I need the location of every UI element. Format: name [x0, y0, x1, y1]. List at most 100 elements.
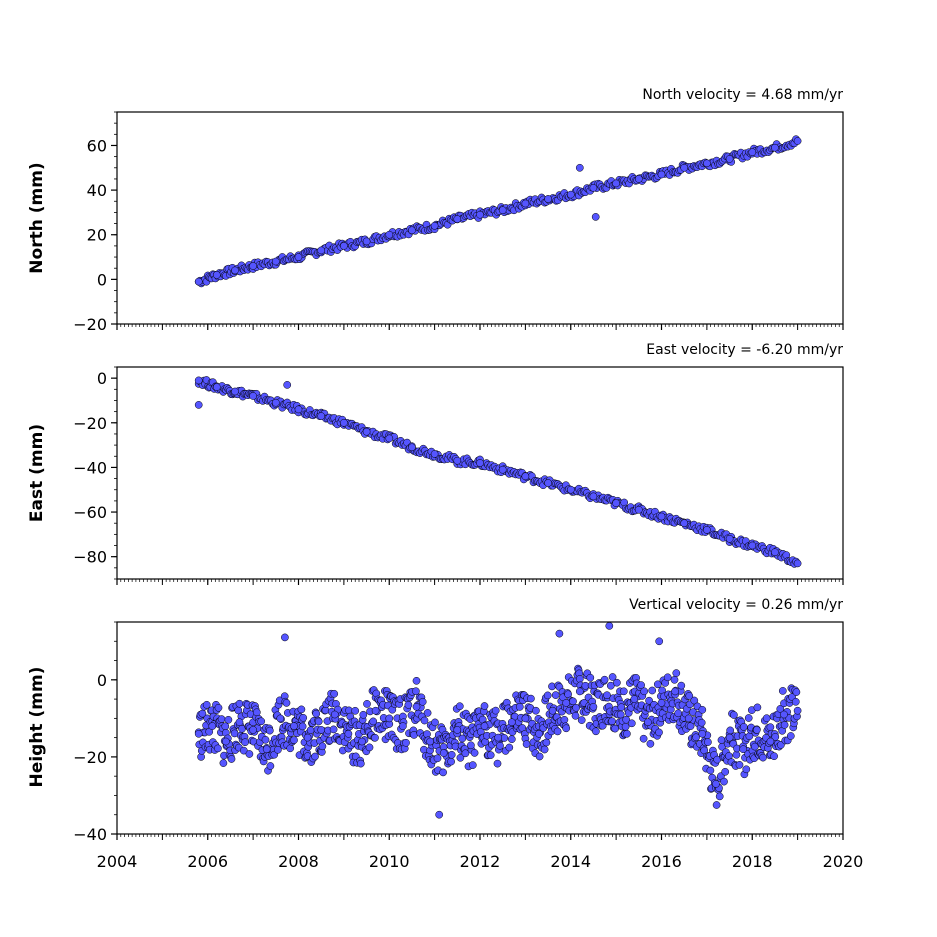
height-data-point [412, 702, 421, 711]
height-data-point [286, 744, 295, 753]
east-data-point [589, 492, 598, 501]
height-x-tick-label: 2020 [823, 852, 864, 871]
north-data-point [771, 143, 779, 152]
north-data-point [589, 184, 598, 192]
height-x-tick-label: 2012 [460, 852, 501, 871]
height-data-point [330, 689, 339, 698]
height-data-point [412, 687, 420, 696]
height-data-point [227, 755, 236, 763]
height-data-point [224, 715, 233, 724]
east-data-point [521, 472, 530, 481]
height-data-point [663, 673, 672, 682]
height-data-point [241, 738, 249, 747]
east-points [194, 376, 802, 568]
height-data-point [739, 723, 748, 731]
height-data-point [778, 687, 787, 695]
height-data-point [697, 718, 706, 727]
height-data-point [792, 688, 801, 696]
height-data-point [235, 699, 244, 708]
height-y-tick-label: −20 [73, 748, 107, 767]
height-data-point [402, 738, 410, 747]
height-points [194, 622, 802, 819]
east-data-point [566, 485, 575, 494]
height-data-point [344, 729, 353, 738]
height-data-point [742, 765, 751, 774]
east-data-point [362, 427, 371, 436]
height-data-point [670, 675, 679, 684]
east-data-point [385, 434, 394, 443]
height-data-point [637, 681, 645, 689]
height-data-point [586, 673, 595, 682]
height-data-point [542, 738, 551, 747]
height-data-point [249, 726, 257, 734]
north-data-point [591, 213, 600, 221]
height-data-point [261, 735, 270, 744]
height-data-point [575, 675, 584, 683]
height-data-point [257, 717, 266, 726]
height-data-point [480, 722, 489, 730]
height-data-point [420, 716, 429, 725]
north-data-point [476, 210, 484, 219]
north-panel: North velocity = 4.68 mm/yr North (mm) −… [27, 87, 844, 334]
north-y-tick-label: −20 [73, 315, 107, 334]
height-data-point [239, 746, 248, 755]
north-y-tick-label: 20 [87, 226, 107, 245]
height-data-point [762, 714, 771, 723]
height-data-point [562, 724, 571, 733]
height-data-point [751, 742, 759, 751]
height-data-point [780, 721, 789, 729]
north-y-tick-label: 60 [87, 136, 107, 155]
height-data-point [622, 715, 631, 724]
north-data-point [521, 199, 530, 208]
height-data-point [527, 694, 535, 703]
height-data-point [562, 699, 571, 707]
height-data-point [431, 718, 439, 727]
height-data-point [572, 703, 580, 712]
north-data-point [271, 257, 280, 266]
height-data-point [744, 714, 753, 722]
height-data-point [359, 710, 368, 719]
height-data-point [721, 767, 730, 776]
height-data-point [759, 753, 767, 762]
north-data-point [317, 246, 326, 255]
north-y-tick-label: 0 [97, 270, 107, 289]
height-data-point [363, 700, 371, 708]
height-data-point [458, 734, 467, 743]
height-data-point [739, 745, 748, 754]
height-data-point [439, 749, 448, 757]
height-data-point [589, 702, 598, 711]
east-y-tick-label: −80 [73, 548, 107, 567]
height-data-point [606, 681, 615, 690]
height-data-point [577, 716, 586, 724]
height-data-point [608, 673, 617, 681]
height-data-point [521, 714, 530, 723]
height-data-point [208, 722, 217, 730]
east-data-point [657, 512, 666, 521]
height-data-point [433, 754, 442, 763]
height-data-point [686, 722, 695, 730]
height-data-point [548, 706, 557, 715]
height-data-point [290, 722, 298, 730]
height-x-tick-label: 2016 [641, 852, 682, 871]
height-data-point [493, 759, 502, 768]
height-data-point [535, 729, 543, 738]
height-data-point [672, 669, 681, 677]
height-data-point [303, 733, 312, 742]
height-y-tick-label: −40 [73, 825, 107, 844]
height-data-point [491, 706, 500, 715]
east-y-tick-label: −40 [73, 458, 107, 477]
height-data-point [426, 737, 434, 746]
east-data-point [212, 383, 221, 391]
height-y-tick-label: 0 [97, 671, 107, 690]
height-data-point [725, 733, 734, 742]
height-data-point [640, 687, 649, 696]
north-data-point [212, 271, 221, 279]
east-y-tick-label: 0 [97, 369, 107, 388]
north-data-point [725, 155, 734, 163]
height-data-point [235, 718, 244, 727]
height-data-point [571, 711, 580, 720]
height-data-point [496, 741, 504, 750]
east-data-point [340, 418, 348, 427]
height-data-point [639, 734, 648, 743]
